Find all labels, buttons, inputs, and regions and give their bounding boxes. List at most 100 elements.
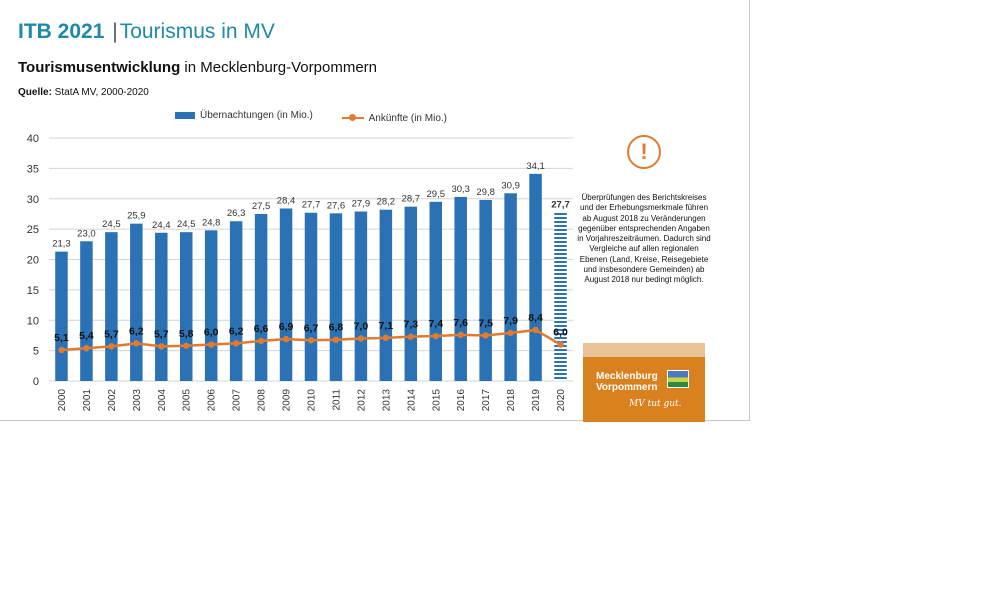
- x-tick-label: 2005: [182, 389, 193, 412]
- x-tick-label: 2008: [257, 389, 268, 412]
- legend-line-label: Ankünfte (in Mio.): [368, 112, 447, 124]
- bar-value-label: 24,5: [177, 219, 196, 230]
- line-point: [257, 337, 265, 345]
- bar: [279, 208, 293, 381]
- line-value-label: 5,1: [54, 332, 69, 344]
- bar: [529, 173, 542, 381]
- line-value-label: 6,9: [279, 321, 294, 333]
- x-tick-label: 2004: [157, 389, 168, 412]
- logo-flag-icon: [667, 370, 689, 388]
- title-separator: |: [112, 20, 118, 43]
- chart-subtitle: Tourismusentwicklung in Mecklenburg-Vorp…: [18, 59, 377, 76]
- line-value-label: 7,6: [453, 317, 468, 329]
- line-point: [507, 329, 514, 337]
- bar-value-label: 24,8: [202, 217, 221, 228]
- tourism-chart: 21,3 23,0 24,5 25,9 24,4 24,5 24,8 26,3 27,5 28,4…: [27, 133, 573, 412]
- bar: [229, 221, 243, 381]
- bar-value-label: 28,2: [377, 197, 396, 208]
- logo-landscape: [583, 343, 705, 357]
- x-tick-label: 2009: [282, 389, 293, 412]
- x-tick-label: 2000: [57, 389, 68, 412]
- bar-value-label: 27,7: [302, 200, 321, 211]
- line-point: [183, 342, 190, 349]
- y-tick-label: 10: [27, 315, 39, 327]
- logo-slogan: MV tut gut.: [629, 399, 682, 409]
- bar: [130, 223, 143, 381]
- bar: [429, 201, 443, 381]
- line-point: [432, 332, 439, 340]
- bar-value-label: 28,4: [277, 195, 296, 206]
- x-tick-label: 2017: [481, 389, 492, 412]
- bar: [329, 213, 343, 381]
- bar-value-label: 23,0: [77, 228, 96, 239]
- bar-value-label: 27,9: [352, 199, 371, 210]
- line-value-label: 5,4: [79, 330, 94, 342]
- line-value-label: 6,6: [254, 323, 269, 335]
- subtitle-bold: Tourismusentwicklung: [18, 59, 181, 76]
- logo-line2: Vorpommern: [596, 382, 658, 393]
- line-point: [382, 334, 390, 342]
- legend-bar-swatch: [175, 112, 195, 119]
- legend-bars-label: Übernachtungen (in Mio.): [200, 110, 313, 121]
- legend-item-bars: Übernachtungen (in Mio.): [175, 110, 313, 121]
- bar-value-label: 25,9: [127, 211, 146, 222]
- y-tick-label: 35: [27, 163, 39, 175]
- line-value-label: 6,8: [329, 322, 344, 334]
- bar: [454, 196, 467, 381]
- line-point: [482, 332, 489, 339]
- infographic-frame: ITB 2021 |Tourismus in MV Tourismusentwi…: [0, 0, 750, 422]
- line-value-label: 5,7: [154, 328, 169, 340]
- line-value-label: 6,2: [229, 325, 244, 337]
- page-title: ITB 2021 |Tourismus in MV: [18, 20, 275, 44]
- bar: [254, 213, 268, 381]
- bar: [354, 211, 368, 381]
- bar: [479, 199, 492, 381]
- bar: [204, 230, 218, 381]
- bar: [304, 212, 318, 381]
- event-name: ITB 2021: [18, 20, 105, 43]
- line-point: [108, 343, 115, 350]
- bar-value-label: 26,3: [227, 208, 246, 219]
- line-point: [457, 331, 464, 339]
- x-tick-label: 2016: [456, 389, 467, 412]
- bar: [504, 193, 517, 381]
- bar-value-label: 29,8: [476, 187, 495, 198]
- notice-panel: ! Überprüfungen des Berichtskreises und …: [577, 130, 711, 422]
- line-point: [232, 340, 240, 347]
- line-point: [83, 344, 90, 352]
- y-tick-label: 5: [33, 346, 39, 358]
- x-tick-label: 2003: [132, 389, 143, 412]
- y-tick-label: 0: [33, 376, 39, 388]
- bar-value-label: 24,4: [152, 220, 171, 231]
- line-value-label: 5,7: [104, 328, 119, 340]
- bar-value-label: 29,5: [427, 189, 446, 200]
- x-tick-label: 2006: [207, 389, 218, 412]
- x-tick-label: 2007: [232, 389, 243, 412]
- y-tick-label: 15: [27, 285, 39, 297]
- line-point: [532, 326, 539, 334]
- bar: [379, 209, 393, 381]
- x-tick-label: 2002: [107, 389, 118, 412]
- y-tick-label: 30: [27, 194, 39, 206]
- x-tick-label: 2013: [381, 389, 392, 412]
- bar-value-label: 28,7: [402, 194, 421, 205]
- line-value-label: 7,0: [354, 320, 369, 332]
- x-tick-label: 2015: [431, 389, 442, 412]
- line-point: [407, 333, 415, 340]
- notice-text: Überprüfungen des Berichtskreises und de…: [577, 193, 711, 285]
- source-note: Quelle: StatA MV, 2000-2020: [18, 87, 149, 98]
- x-tick-label: 2011: [331, 389, 342, 411]
- line-value-label: 6,2: [129, 325, 144, 337]
- bar-value-label: 30,3: [451, 184, 470, 195]
- line-point: [282, 335, 290, 343]
- bar: [55, 251, 68, 381]
- line-value-label: 7,5: [478, 317, 493, 329]
- bar: [105, 232, 118, 381]
- source-text: StatA MV, 2000-2020: [51, 87, 149, 98]
- mv-logo: Mecklenburg Vorpommern MV tut gut.: [583, 343, 705, 422]
- line-value-label: 7,9: [503, 315, 518, 327]
- y-tick-label: 40: [27, 133, 39, 145]
- line-value-label: 6,0: [204, 327, 219, 339]
- chart-legend: Übernachtungen (in Mio.) Ankünfte (in Mi…: [175, 110, 473, 124]
- line-point: [357, 335, 365, 342]
